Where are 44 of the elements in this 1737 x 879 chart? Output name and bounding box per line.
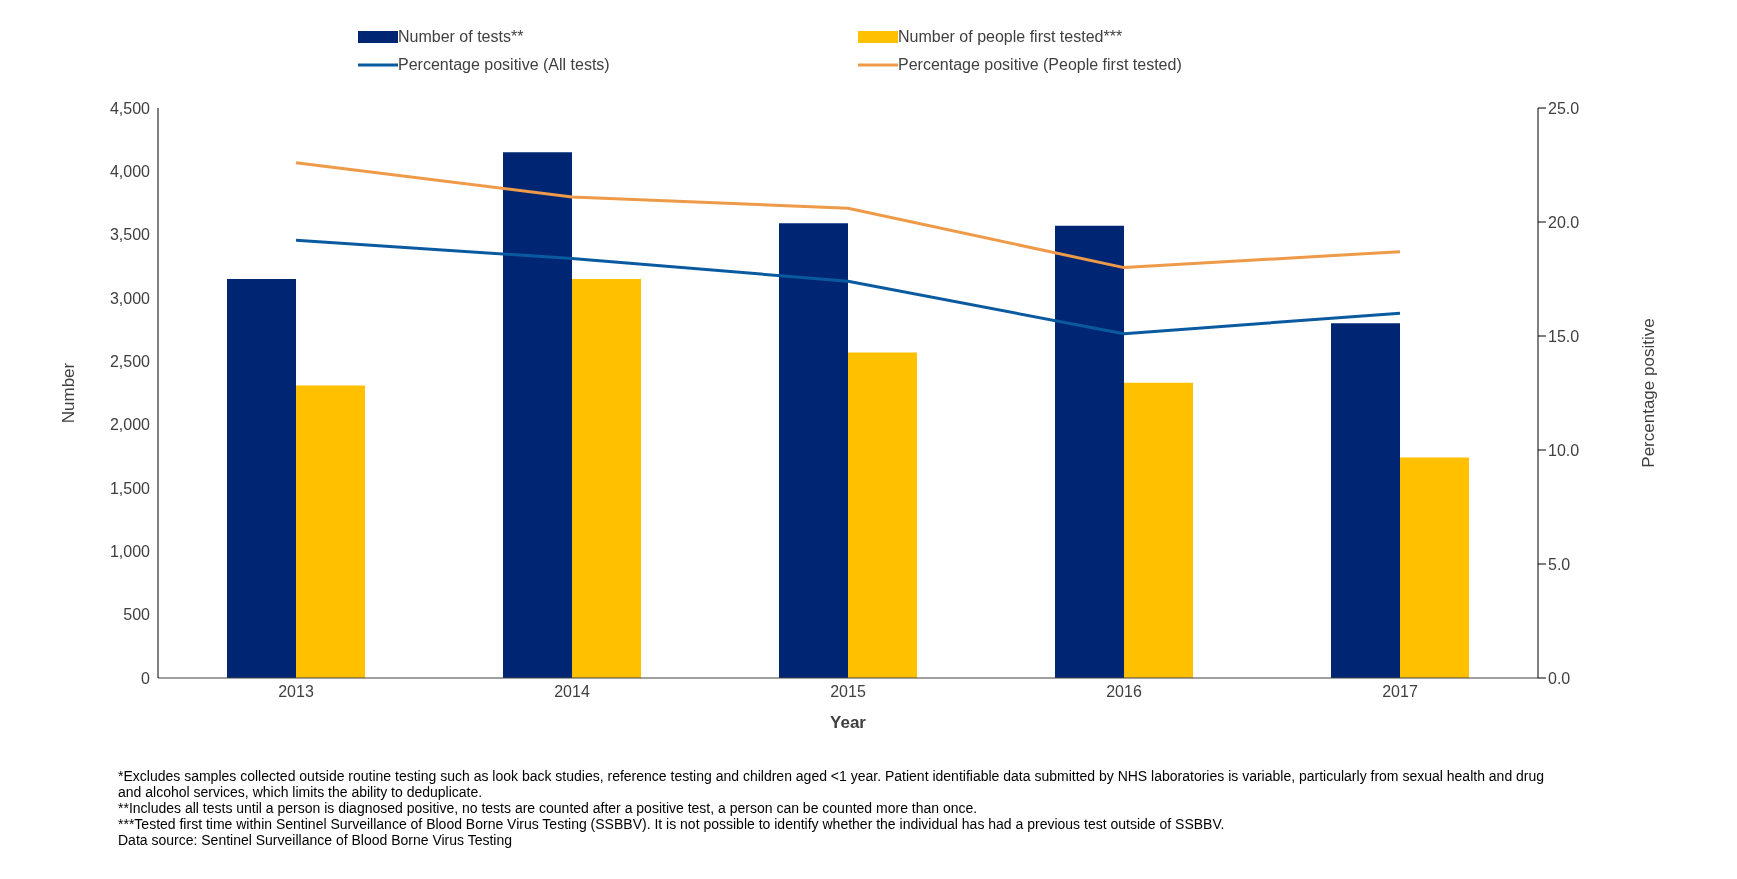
bar [1400,457,1469,678]
bar [296,385,365,678]
y-tick-label: 4,000 [109,163,151,181]
y2-tick-label: 25.0 [1548,99,1580,117]
y-tick-label: 0 [141,669,151,687]
bar [572,279,641,678]
y-tick-label: 4,500 [109,99,151,117]
y-tick-label: 500 [123,606,151,624]
y-axis-title: Number [59,362,79,424]
y2-tick-label: 20.0 [1548,213,1580,231]
legend-label: Percentage positive (People first tested) [898,56,1182,74]
text: ***Tested first time within Sentinel Surveillance of Blood Borne Virus Testing (SSBBV). It is not possible to identify whether the individual has had a previous test outside of SSBBV. [118,816,1226,832]
bar [227,279,296,678]
y2-tick-label: 5.0 [1548,555,1571,573]
legend-label: Number of tests** [398,28,524,46]
bar [503,152,572,678]
bar [1331,323,1400,678]
y-tick-label: 2,000 [109,416,151,434]
x-tick-label: 2015 [830,683,866,701]
x-tick-label: 2016 [1106,683,1142,701]
y2-axis-title: Percentage positive [1639,318,1659,468]
source-note: Data source: Sentinel Surveillance of Blood Borne Virus Testing [118,832,514,848]
x-tick-label: 2013 [278,683,314,701]
line-series [294,161,1402,270]
y2-tick-label: 15.0 [1548,327,1580,345]
bar [1124,382,1193,678]
y-tick-label: 3,000 [109,289,151,307]
y-tick-label: 2,500 [109,353,151,371]
bar [1055,225,1124,678]
text: **Includes all tests until a person is diagnosed positive, no tests are counted after a positive test, a person can be counted more than once. [118,800,979,816]
y-tick-label: 1,000 [109,543,151,561]
y2-tick-label: 10.0 [1548,441,1580,459]
y-tick-label: 1,500 [109,479,151,497]
x-tick-label: 2014 [554,683,590,701]
bar [848,352,917,678]
y2-tick-label: 0.0 [1548,669,1571,687]
legend-label: Number of people first tested*** [898,28,1123,46]
y-tick-label: 3,500 [109,226,151,244]
bar [779,223,848,678]
line-series [294,238,1402,336]
legend-label: Percentage positive (All tests) [398,56,610,74]
x-axis-title: Year [830,713,867,732]
text: *Excludes samples collected outside routine testing such as look back studies, reference testing and children aged <1 year. Patient identifiable data submitted by NHS laboratories is variable, particularly from sexual health and drug and alcohol services, which limits the ability to deduplicate. [118,768,1546,800]
x-tick-label: 2017 [1382,683,1418,701]
